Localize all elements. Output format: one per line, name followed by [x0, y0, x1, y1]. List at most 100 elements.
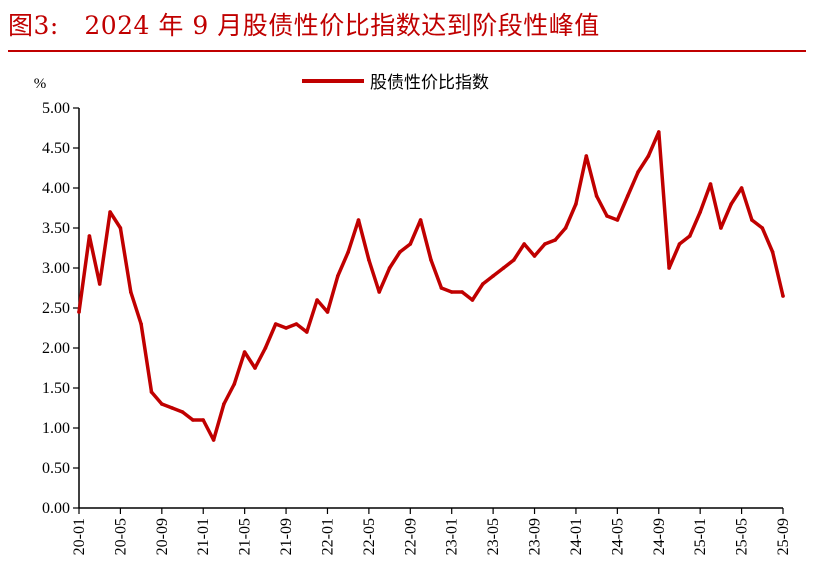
data-point [481, 282, 485, 286]
x-tick-label: 20-05 [112, 518, 129, 555]
x-tick-label: 24-05 [609, 518, 626, 555]
data-point [398, 250, 402, 254]
y-tick-label: 0.00 [42, 500, 70, 517]
data-point [574, 202, 578, 206]
data-point [781, 294, 785, 298]
data-point [377, 290, 382, 294]
data-point [222, 402, 226, 406]
data-point [305, 330, 309, 334]
data-point [263, 346, 268, 350]
data-point [470, 298, 475, 302]
data-point [108, 210, 112, 214]
data-point [522, 242, 526, 246]
data-point [77, 310, 81, 314]
data-point [346, 250, 351, 254]
data-point [201, 418, 205, 422]
chart-legend: 股债性价比指数 [302, 68, 489, 93]
data-point [180, 410, 185, 414]
x-tick-label: 25-01 [692, 518, 709, 555]
data-point [315, 298, 319, 302]
y-tick-label: 4.50 [42, 140, 70, 157]
data-point [387, 266, 392, 270]
data-point [160, 402, 164, 406]
data-point [512, 258, 516, 262]
data-point [708, 182, 713, 186]
data-point [625, 194, 630, 198]
data-point [770, 250, 775, 254]
data-point [719, 226, 723, 230]
data-point [677, 242, 682, 246]
data-point [294, 322, 299, 326]
data-point [729, 202, 733, 206]
data-point [636, 170, 640, 174]
data-point [356, 218, 361, 222]
data-point [97, 282, 102, 286]
data-point [688, 234, 692, 238]
data-point [449, 290, 454, 294]
data-point [605, 214, 609, 218]
data-point [739, 186, 744, 190]
y-tick-label: 5.00 [42, 100, 70, 117]
data-point [418, 218, 423, 222]
x-tick-label: 24-01 [568, 518, 585, 555]
legend-label: 股债性价比指数 [370, 73, 489, 93]
data-point [191, 418, 195, 422]
data-point [170, 406, 174, 410]
data-point [149, 390, 154, 394]
x-tick-label: 20-09 [154, 518, 171, 555]
x-tick-label: 20-01 [71, 518, 88, 555]
data-point [553, 238, 557, 242]
x-tick-label: 25-05 [734, 518, 751, 555]
title-divider [8, 50, 806, 52]
x-tick-label: 24-09 [651, 518, 668, 555]
data-point [584, 154, 589, 158]
data-point [667, 266, 671, 270]
x-tick-label: 23-05 [485, 518, 502, 555]
y-tick-label: 3.50 [42, 220, 70, 237]
y-tick-label: 4.00 [42, 180, 70, 197]
chart-title: 图3: 2024 年 9 月股债性价比指数达到阶段性峰值 [8, 11, 600, 40]
data-point [139, 322, 143, 326]
y-tick-label: 2.50 [42, 300, 70, 317]
y-axis-unit: % [34, 76, 47, 92]
x-tick-label: 21-01 [195, 518, 212, 555]
data-point [129, 290, 133, 294]
x-tick-label: 23-09 [527, 518, 544, 555]
x-tick-label: 25-09 [775, 518, 792, 555]
data-point [367, 258, 371, 262]
data-point [232, 382, 237, 386]
data-point [284, 326, 288, 330]
legend-swatch [302, 78, 364, 83]
x-tick-label: 22-05 [361, 518, 378, 555]
data-point [325, 310, 330, 314]
data-point [211, 438, 216, 442]
data-point [657, 130, 661, 134]
x-tick-label: 21-05 [237, 518, 254, 555]
data-point [760, 226, 765, 230]
y-tick-label: 2.00 [42, 340, 70, 357]
x-tick-label: 22-09 [402, 518, 419, 555]
y-tick-label: 3.00 [42, 260, 70, 277]
data-point [429, 258, 433, 262]
data-point [408, 242, 413, 246]
x-tick-label: 23-01 [444, 518, 461, 555]
data-point [439, 286, 444, 290]
data-point [336, 274, 340, 278]
x-tick-label: 21-09 [278, 518, 295, 555]
data-point [646, 154, 651, 158]
data-point [750, 218, 754, 222]
series-line [77, 130, 785, 442]
data-point [253, 366, 257, 370]
y-tick-label: 1.50 [42, 380, 70, 397]
data-point [242, 350, 247, 354]
y-tick-label: 1.00 [42, 420, 70, 437]
data-point [501, 266, 506, 270]
data-point [460, 290, 464, 294]
data-point [118, 226, 123, 230]
data-point [594, 194, 599, 198]
data-point [273, 322, 278, 326]
data-point [615, 218, 620, 222]
data-point [698, 210, 702, 214]
data-point [491, 274, 495, 278]
